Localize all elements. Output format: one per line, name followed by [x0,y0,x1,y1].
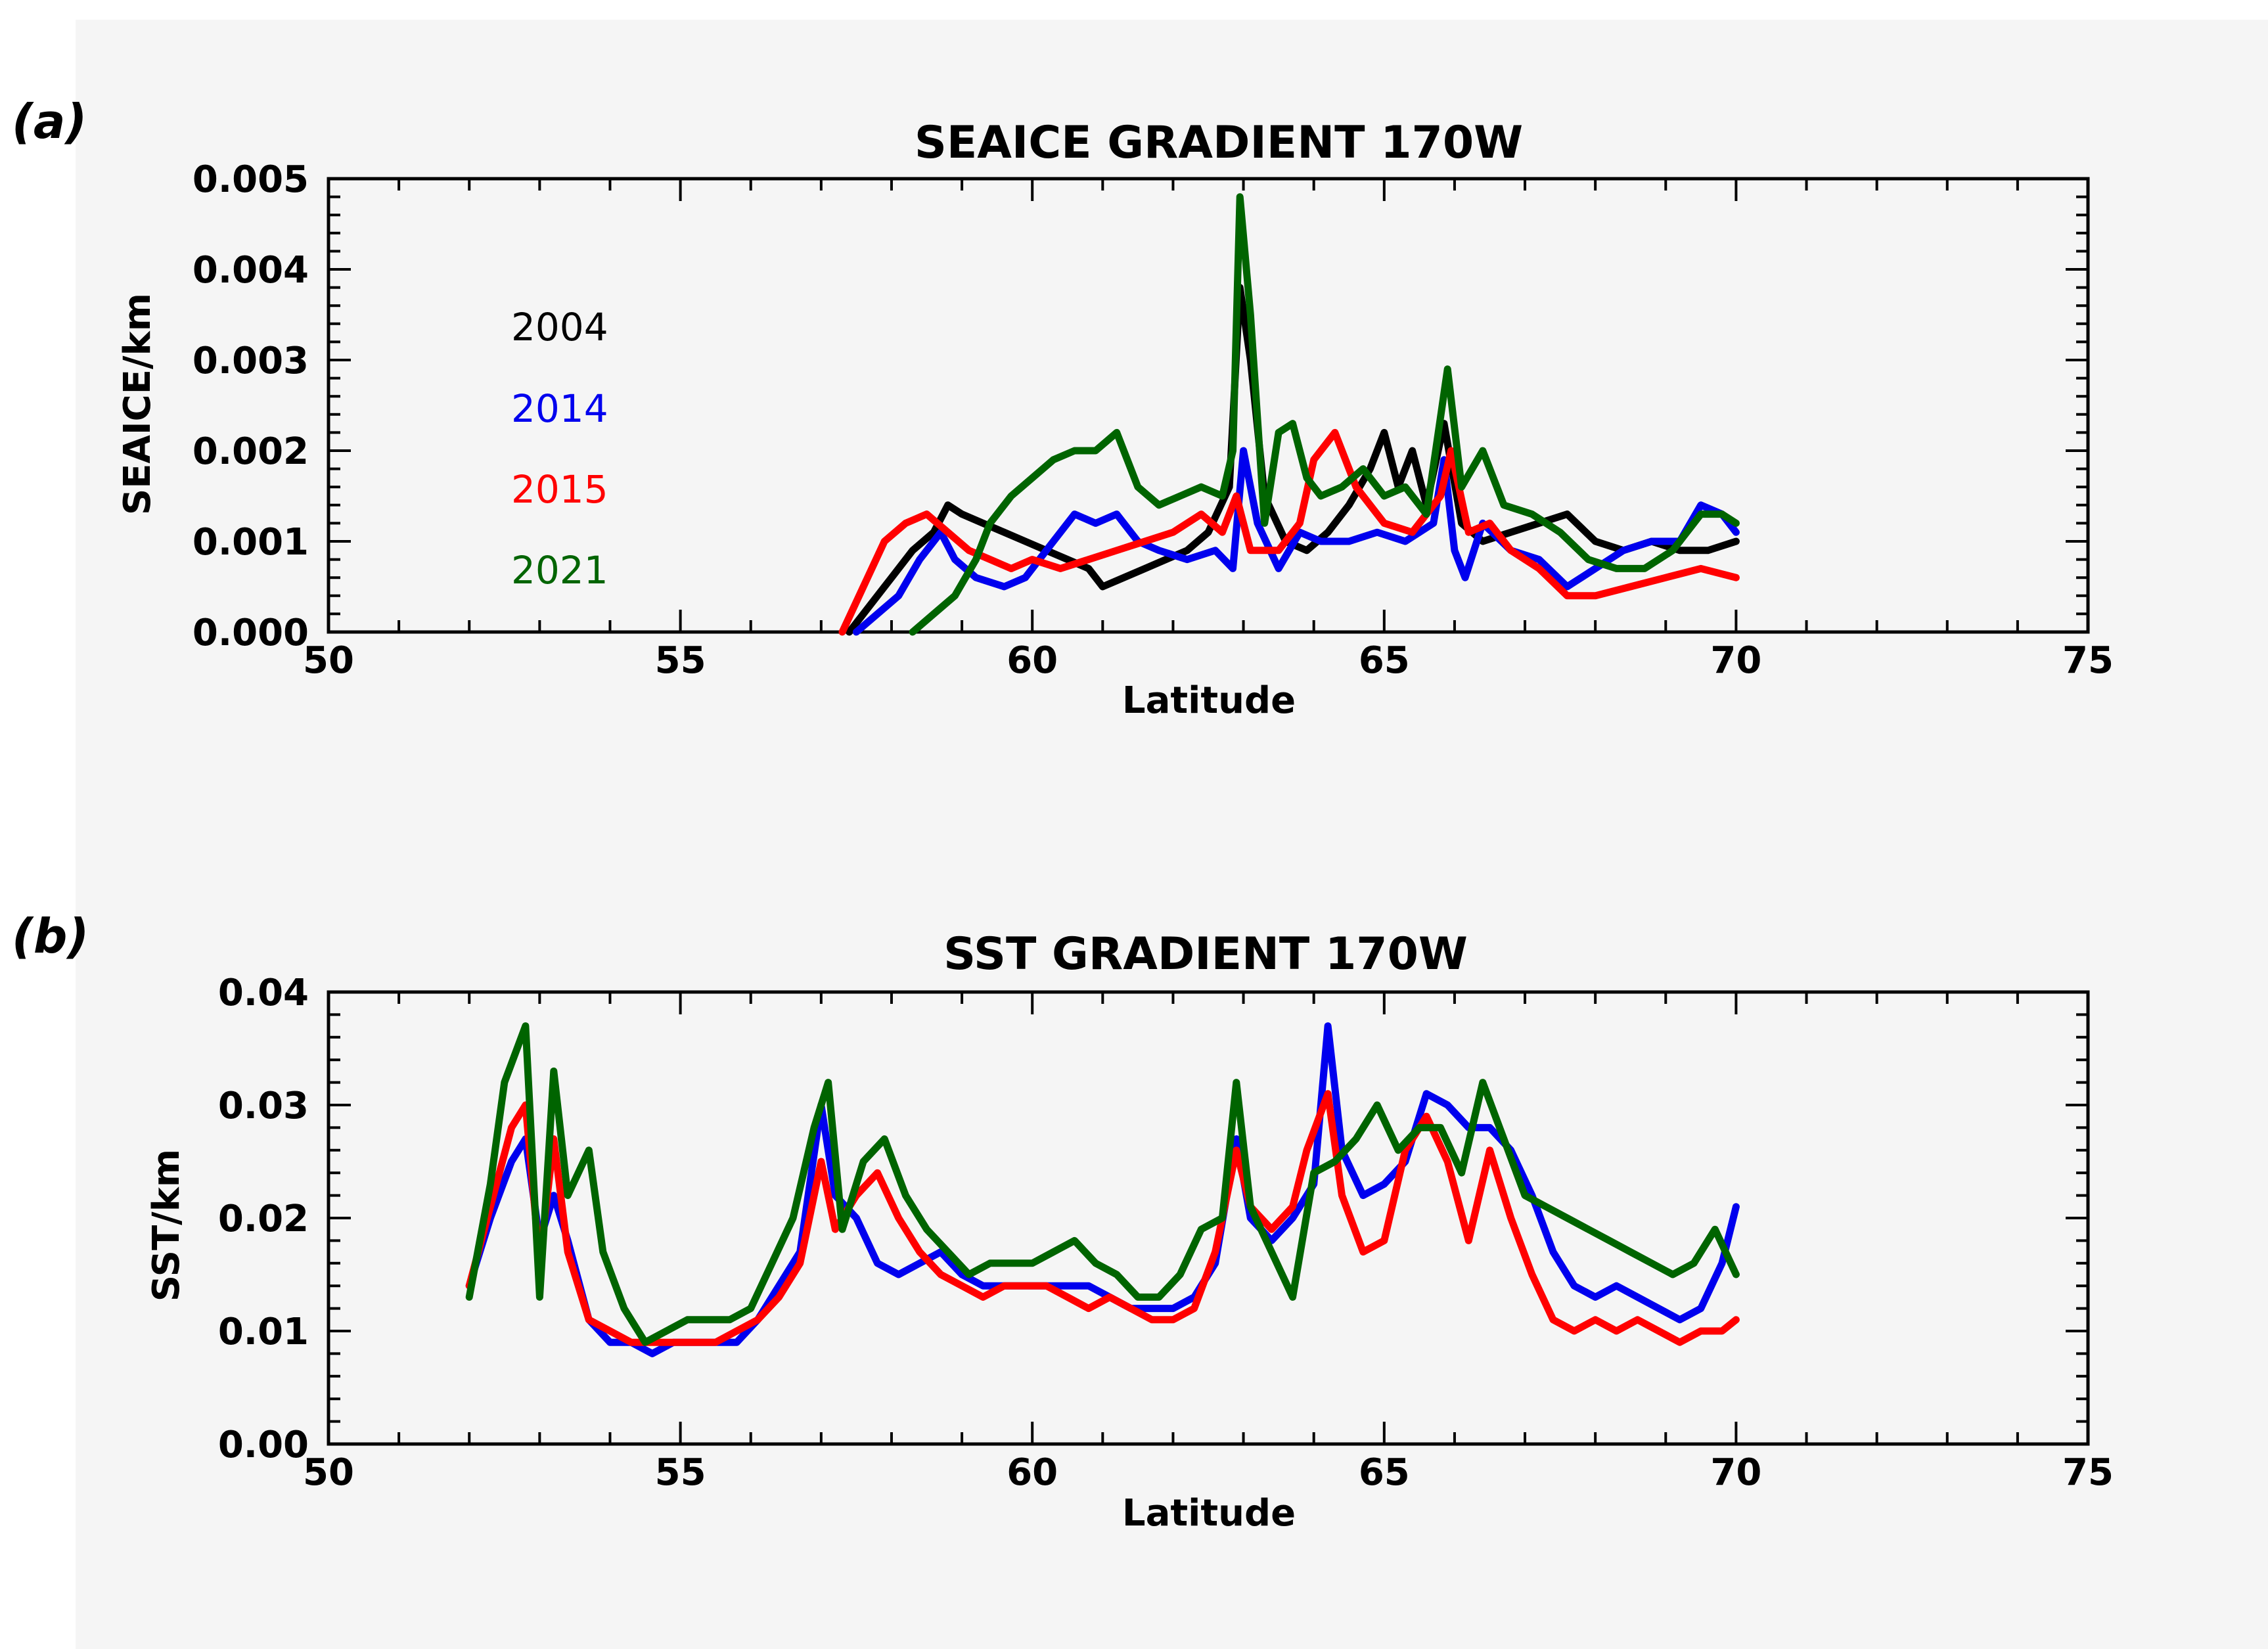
legend-item-2015: 2015 [511,467,608,512]
panel-b-xtick-label: 70 [1710,1451,1761,1494]
panel-a-title: SEAICE GRADIENT 170W [915,117,1523,169]
panel-a-xtick-label: 50 [303,639,354,682]
panel-a-xtick-label: 55 [655,639,706,682]
panel-a-series-2015 [838,428,1740,636]
panel-b-plot: 50 55 60 65 70 75 0.00 0.01 0.02 0.03 0.04 [218,972,2114,1494]
panel-a-xtick-label: 60 [1007,639,1058,682]
panel-a-label: (a) [12,94,87,149]
panel-b-series-2015 [465,1090,1740,1346]
panel-b-title: SST GRADIENT 170W [943,928,1468,980]
panel-b-xlabel: Latitude [1122,1492,1296,1535]
figure-background [76,20,2268,1649]
panel-a-legend: 2004 2014 2015 2021 [511,305,608,593]
panel-b-ytick-label: 0.00 [218,1424,309,1466]
panel-a-ytick-label: 0.005 [193,158,309,201]
panel-b-series-2014 [465,1022,1740,1357]
panel-a-ytick-label: 0.002 [193,430,309,473]
panel-a-xtick-label: 70 [1710,639,1761,682]
panel-b-xtick-label: 60 [1007,1451,1058,1494]
panel-b: (b) SST GRADIENT 170W 50 55 60 65 70 75 0.00 0.… [12,909,2114,1535]
legend-item-2014: 2014 [511,386,608,431]
legend-item-2021: 2021 [511,548,608,593]
panel-b-xtick-label: 75 [2062,1451,2114,1494]
panel-a-ytick-label: 0.000 [193,612,309,654]
panel-a-xtick-label: 75 [2062,639,2114,682]
panel-b-ytick-label: 0.04 [218,972,309,1014]
panel-a-ytick-label: 0.001 [193,521,309,564]
panel-a-ylabel: SEAICE/km [116,293,159,515]
panel-a-xlabel: Latitude [1122,679,1296,722]
panel-b-ytick-label: 0.01 [218,1311,309,1353]
panel-a-series-2014 [852,447,1740,636]
panel-b-series-2021 [465,1022,1740,1346]
panel-a-plot: 50 55 60 65 70 75 0.000 0.001 0.002 0.003 0.004 0.0… [193,158,2114,682]
panel-b-ytick-label: 0.03 [218,1085,309,1127]
panel-b-label: (b) [12,909,89,964]
legend-item-2004: 2004 [511,305,608,350]
panel-a-xtick-label: 65 [1359,639,1410,682]
panel-b-ytick-label: 0.02 [218,1198,309,1240]
panel-b-xtick-label: 55 [655,1451,706,1494]
panel-b-xtick-label: 50 [303,1451,354,1494]
panel-b-xtick-label: 65 [1359,1451,1410,1494]
panel-a: (a) SEAICE GRADIENT 170W 50 55 60 65 70 75 0.0… [12,94,2114,722]
panel-a-series-2021 [909,193,1740,636]
panel-a-frame [327,177,2090,634]
panel-a-ytick-label: 0.003 [193,340,309,382]
panel-a-ytick-label: 0.004 [193,249,309,292]
panel-b-ylabel: SST/km [145,1149,188,1301]
